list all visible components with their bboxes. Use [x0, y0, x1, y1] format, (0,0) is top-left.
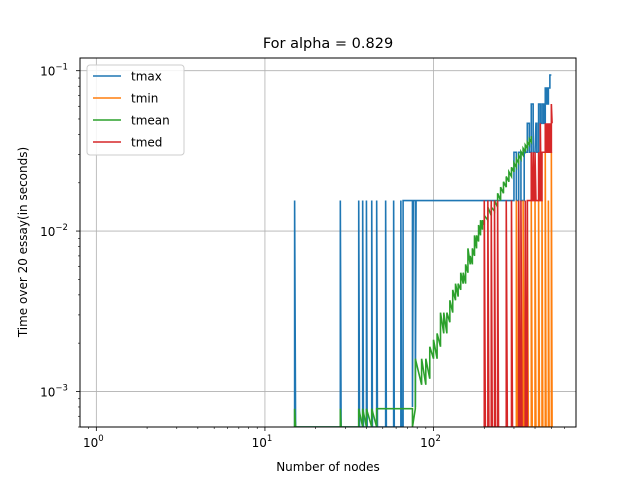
chart-title: For alpha = 0.829	[263, 36, 393, 52]
legend-label-tmax: tmax	[131, 70, 162, 84]
x-tick-label: 101	[252, 434, 273, 450]
legend-label-tmin: tmin	[131, 92, 158, 106]
y-axis-label: Time over 20 essay(in seconds)	[16, 147, 30, 338]
y-tick-label: 10−3	[40, 383, 68, 399]
legend-label-tmed: tmed	[131, 136, 162, 150]
plot-area	[295, 75, 552, 427]
y-tick-label: 10−1	[40, 63, 68, 79]
legend: tmax tmin tmean tmed	[87, 65, 184, 155]
x-axis-label: Number of nodes	[276, 460, 380, 474]
y-tick-label: 10−2	[40, 223, 68, 239]
legend-label-tmean: tmean	[131, 114, 170, 128]
x-tick-label: 102	[420, 434, 441, 450]
series-layer	[295, 75, 552, 427]
x-tick-label: 100	[83, 434, 104, 450]
